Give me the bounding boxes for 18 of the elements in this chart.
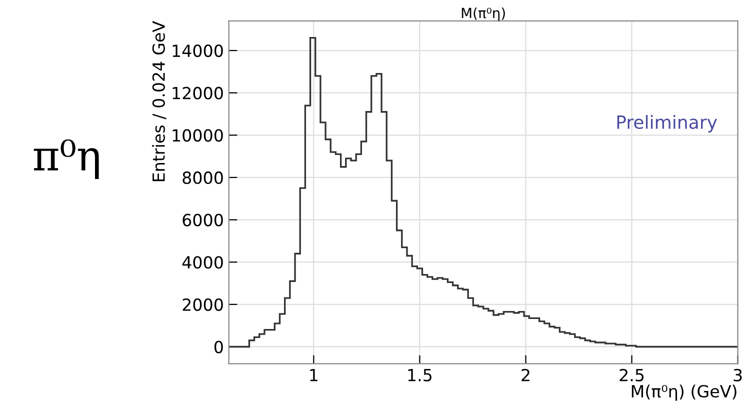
y-tick-label: 12000 [172,86,223,100]
x-tick-label: 1.5 [408,369,432,382]
y-tick-label: 2000 [182,298,223,311]
y-tick-label: 6000 [182,214,223,226]
y-axis-title: Entries / 0.024 GeV [152,21,166,182]
x-tick-label: 1 [310,369,318,382]
y-tick-label: 8000 [182,171,223,184]
annotation: Preliminary [617,114,717,132]
x-tick-label: 3 [734,368,742,382]
text: π⁰η [34,139,99,180]
x-tick-label: 2.5 [620,368,644,382]
chart-title: M(π⁰η) [462,7,505,21]
y-tick-label: 14000 [172,44,223,58]
y-tick-label: 4000 [182,256,223,269]
y-tick-label: 10000 [172,129,223,142]
x-tick-label: 2 [522,368,530,382]
x-axis-title: M(π⁰η) (GeV) [632,384,736,401]
y-tick-label: 0 [214,340,223,354]
